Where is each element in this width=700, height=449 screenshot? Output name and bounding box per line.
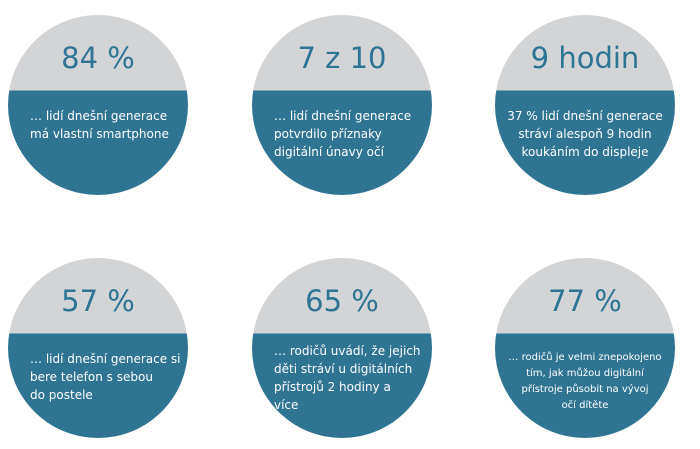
description-line: více — [274, 398, 299, 412]
stat-description: 37 % lidí dnešní generace stráví alespoň … — [505, 107, 665, 161]
stat-circle: 57 % … lidí dnešní generace si bere telefo… — [8, 258, 188, 438]
description-line: má vlastní smartphone — [30, 127, 169, 141]
stat-circle: 77 % … rodičů je velmi znepokojeno tím, ja… — [495, 258, 675, 438]
description-line: … lidí dnešní generace — [30, 109, 168, 123]
description-line: přístroje působit na vývoj — [521, 384, 649, 395]
stat-description: … lidí dnešní generace má vlastní smartph… — [30, 107, 174, 143]
description-line: děti stráví u digitálních — [274, 362, 413, 376]
description-line: koukáním do displeje — [521, 145, 649, 159]
stat-description: … rodičů je velmi znepokojeno tím, jak mů… — [505, 350, 665, 414]
stat-description: … rodičů uvádí, že jejich děti stráví u d… — [274, 342, 421, 414]
description-line: digitální únavy očí — [274, 145, 384, 159]
stat-value: 65 % — [305, 284, 379, 318]
description-line: … lidí dnešní generace — [274, 109, 412, 123]
stat-value: 84 % — [61, 41, 135, 75]
stat-circle: 9 hodin 37 % lidí dnešní generace stráví a… — [495, 15, 675, 195]
stat-value: 9 hodin — [530, 41, 640, 75]
description-line: … lidí dnešní generace si — [30, 352, 181, 366]
stat-circle: 84 % … lidí dnešní generace má vlastní sma… — [8, 15, 188, 195]
description-line: 37 % lidí dnešní generace — [507, 109, 663, 123]
description-line: přístrojů 2 hodiny a — [274, 380, 391, 394]
stat-circle: 7 z 10 … lidí dnešní generace potvrdilo př… — [252, 15, 432, 195]
description-line: … rodičů je velmi znepokojeno — [508, 352, 662, 363]
description-line: tím, jak můžou digitální — [526, 368, 644, 379]
description-line: stráví alespoň 9 hodin — [518, 127, 652, 141]
stat-value: 77 % — [548, 284, 622, 318]
description-line: očí dítěte — [561, 400, 609, 411]
description-line: do postele — [30, 388, 93, 402]
stat-value: 57 % — [61, 284, 135, 318]
stat-description: … lidí dnešní generace potvrdilo příznaky… — [274, 107, 418, 161]
stat-value: 7 z 10 — [297, 41, 387, 75]
description-line: bere telefon s sebou — [30, 370, 153, 384]
stat-description: … lidí dnešní generace si bere telefon s … — [30, 350, 181, 404]
description-line: potvrdilo příznaky — [274, 127, 382, 141]
stat-circle: 65 % … rodičů uvádí, že jejich děti stráví… — [252, 258, 432, 438]
description-line: … rodičů uvádí, že jejich — [274, 344, 421, 358]
